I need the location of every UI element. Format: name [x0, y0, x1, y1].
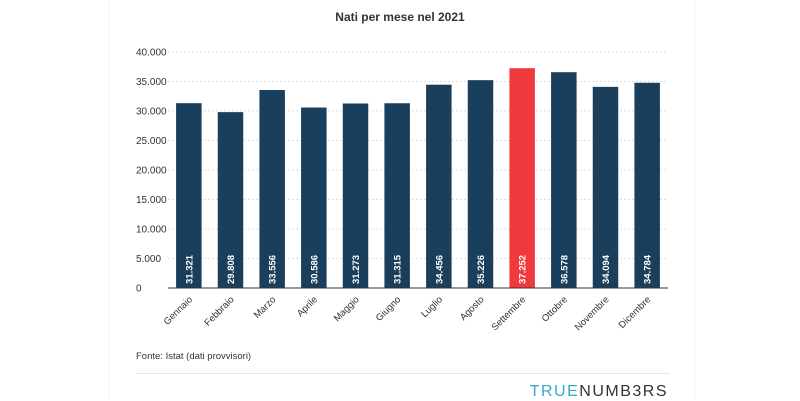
- bar: [217, 112, 244, 288]
- bar: [384, 103, 410, 288]
- y-tick-label: 30.000: [136, 107, 167, 118]
- bar-value-label: 33.556: [268, 255, 279, 284]
- bar: [551, 72, 577, 289]
- footer-divider: [136, 373, 670, 374]
- x-tick-label: Marzo: [252, 294, 278, 320]
- bar: [592, 86, 619, 288]
- y-tick-label: 15.000: [136, 195, 167, 206]
- bar: [467, 80, 494, 289]
- y-tick-label: 20.000: [136, 166, 167, 177]
- x-tick-label: Settembre: [490, 294, 529, 333]
- bar-value-label: 34.094: [601, 254, 612, 284]
- bar: [634, 82, 660, 288]
- x-tick-label: Novembre: [573, 294, 612, 333]
- bar-value-label: 31.273: [351, 255, 362, 284]
- bar: [259, 90, 285, 289]
- brand-part-true: TRUE: [529, 383, 580, 400]
- bar: [301, 107, 327, 288]
- bar-value-label: 31.315: [393, 254, 404, 284]
- x-tick-label: Agosto: [458, 294, 487, 323]
- brand-logo: TRUENUMB3RS: [530, 383, 668, 401]
- x-tick-label: Giugno: [374, 294, 403, 323]
- x-tick-label: Febbraio: [202, 294, 236, 328]
- x-tick-label: Aprile: [295, 294, 320, 319]
- bar: [509, 68, 535, 289]
- y-tick-label: 25.000: [136, 136, 167, 147]
- bar: [176, 103, 202, 288]
- chart-title: Nati per mese nel 2021: [335, 10, 465, 24]
- y-tick-label: 0: [136, 284, 142, 295]
- brand-part-numbers: NUMB3RS: [579, 383, 668, 400]
- y-tick-label: 5.000: [136, 254, 161, 265]
- bar-value-label: 35.226: [476, 255, 487, 284]
- x-tick-label: Luglio: [419, 294, 445, 320]
- bar-value-label: 34.784: [643, 254, 654, 284]
- x-tick-label: Gennaio: [162, 294, 195, 327]
- bar: [426, 84, 452, 289]
- y-tick-label: 35.000: [136, 77, 167, 88]
- bar-value-label: 37.252: [518, 255, 529, 284]
- source-note: Fonte: Istat (dati provvisori): [136, 351, 252, 362]
- bar-value-label: 36.578: [559, 255, 570, 284]
- bar-value-label: 34.456: [434, 255, 445, 284]
- x-tick-label: Dicembre: [617, 294, 654, 331]
- y-tick-label: 10.000: [136, 225, 167, 236]
- x-tick-label: Ottobre: [540, 294, 570, 324]
- y-tick-label: 40.000: [136, 48, 167, 59]
- bar-value-label: 30.586: [309, 255, 320, 284]
- bar-value-label: 29.808: [226, 255, 237, 284]
- bar-value-label: 31.321: [184, 254, 195, 284]
- x-tick-label: Maggio: [332, 294, 362, 324]
- bar: [342, 103, 369, 288]
